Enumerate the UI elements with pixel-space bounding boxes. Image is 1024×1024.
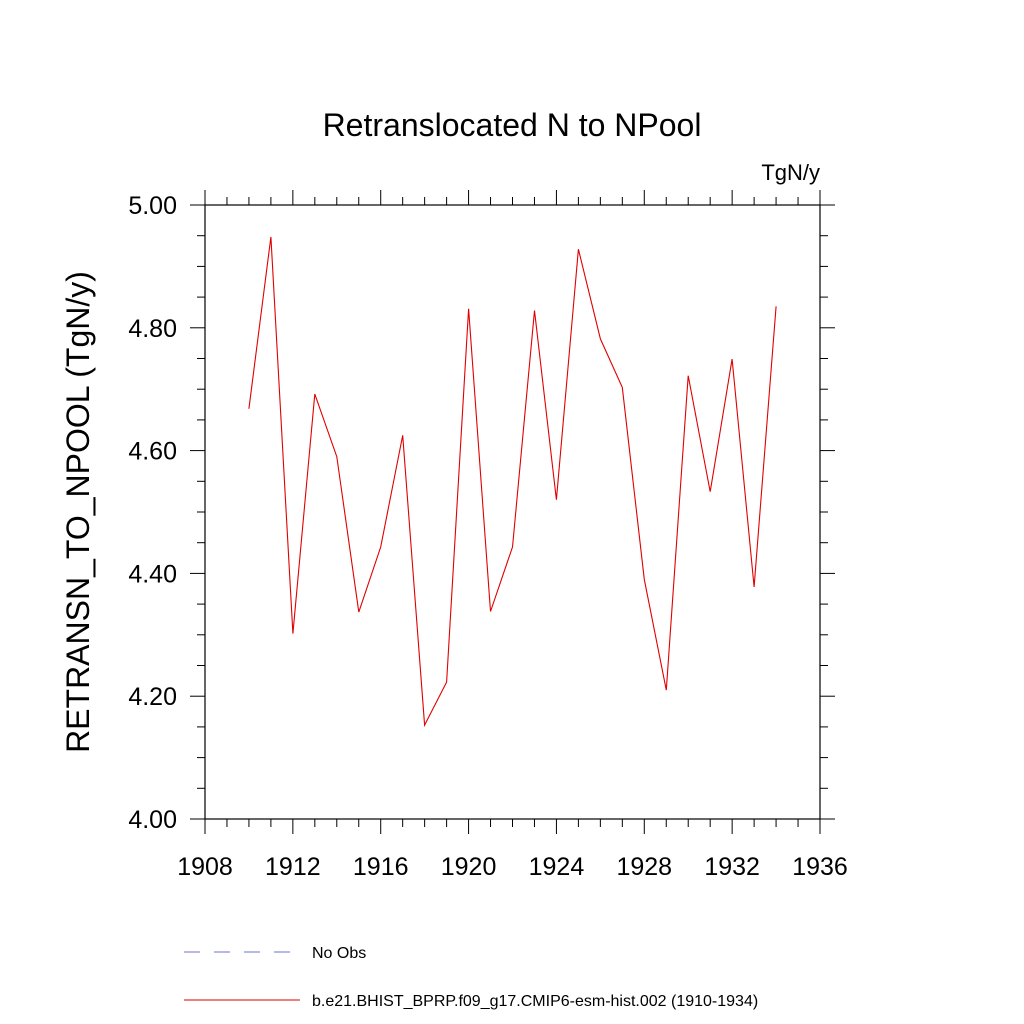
y-axis-title: RETRANSN_TO_NPOOL (TgN/y): [60, 271, 96, 753]
x-tick-label: 1932: [704, 853, 760, 881]
x-tick-label: 1928: [616, 853, 672, 881]
x-tick-label: 1924: [529, 853, 585, 881]
y-tick-label: 4.40: [128, 560, 177, 588]
y-tick-label: 4.60: [128, 438, 177, 466]
units-label: TgN/y: [761, 160, 820, 185]
y-tick-label: 5.00: [128, 192, 177, 220]
axes: 1908 1912 1916 1920 1924 1928 1932 1936 4.00 4.20…: [128, 190, 848, 881]
y-tick-label: 4.20: [128, 683, 177, 711]
chart-title: Retranslocated N to NPool: [323, 107, 702, 143]
legend: No Obs b.e21.BHIST_BPRP.f09_g17.CMIP6-esm…: [184, 945, 758, 1010]
x-tick-label: 1912: [265, 853, 321, 881]
x-tick-label: 1920: [441, 853, 497, 881]
y-tick-label: 4.00: [128, 806, 177, 834]
plot-frame: [204, 204, 821, 820]
legend-label: No Obs: [312, 945, 366, 962]
series-layer: [248, 236, 777, 728]
x-tick-label: 1936: [792, 853, 848, 881]
series-line: [248, 236, 777, 728]
y-tick-label: 4.80: [128, 315, 177, 343]
x-tick-label: 1916: [353, 853, 409, 881]
x-tick-label: 1908: [177, 853, 233, 881]
legend-label: b.e21.BHIST_BPRP.f09_g17.CMIP6-esm-hist.…: [312, 993, 758, 1010]
